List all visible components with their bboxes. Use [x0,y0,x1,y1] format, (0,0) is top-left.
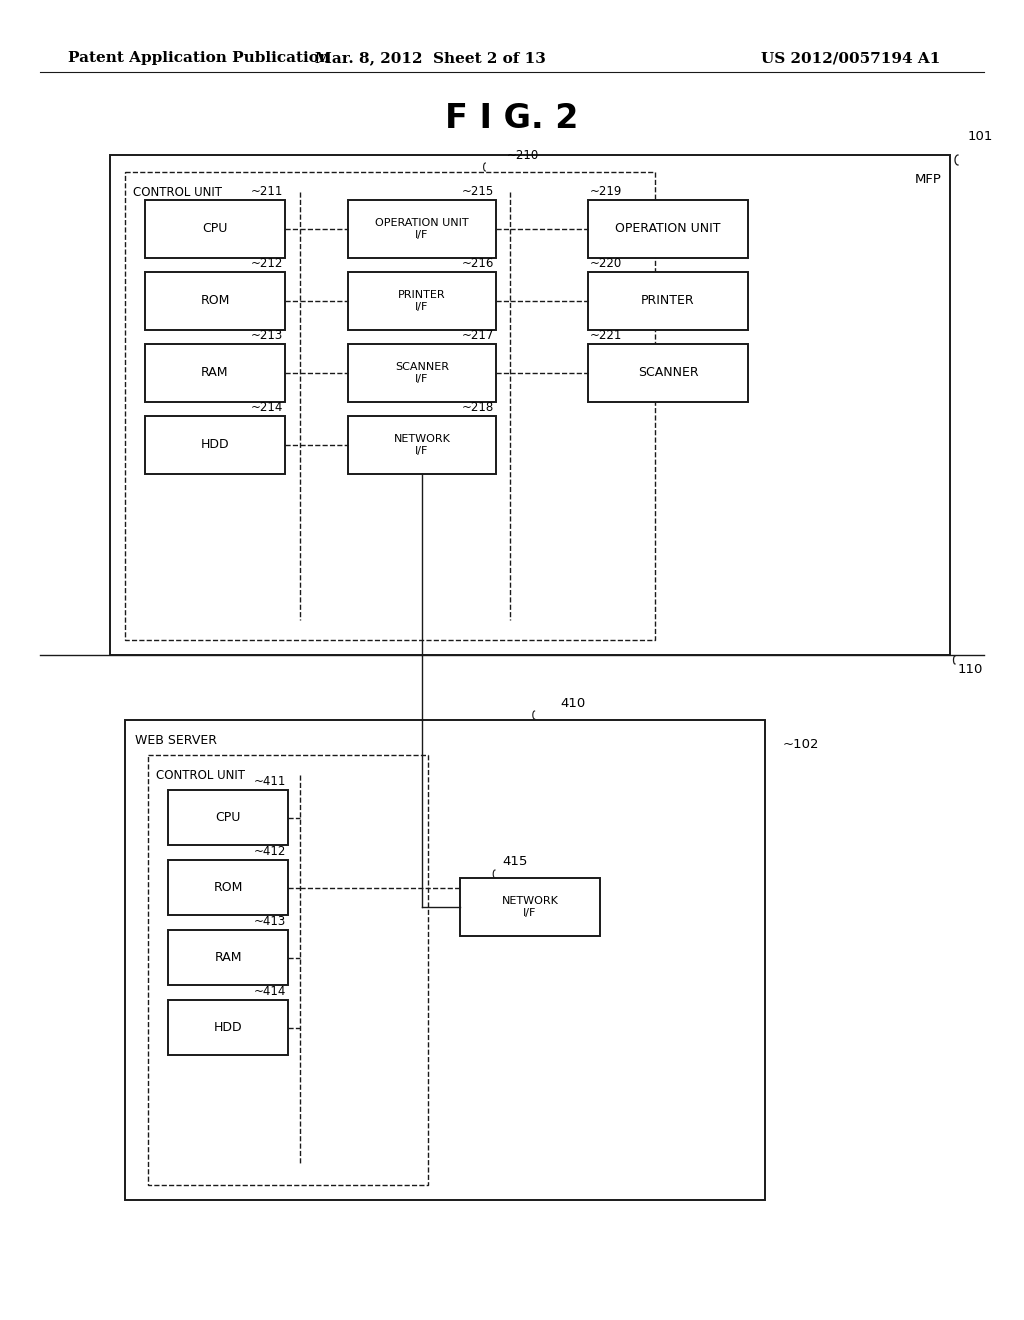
Bar [588,345,748,403]
Text: ~221: ~221 [590,329,623,342]
Text: ~219: ~219 [590,185,623,198]
Text: ROM: ROM [213,880,243,894]
Text: F I G. 2: F I G. 2 [445,102,579,135]
Bar [125,719,765,1200]
Text: ~220: ~220 [590,257,623,271]
Text: ~213: ~213 [251,329,283,342]
Bar [168,789,288,845]
Text: CPU: CPU [215,810,241,824]
Text: NETWORK
I/F: NETWORK I/F [393,434,451,455]
Bar [168,1001,288,1055]
Bar [588,272,748,330]
Text: ~216: ~216 [462,257,494,271]
Text: Mar. 8, 2012  Sheet 2 of 13: Mar. 8, 2012 Sheet 2 of 13 [314,51,546,65]
Text: HDD: HDD [201,438,229,451]
Text: ~218: ~218 [462,401,494,414]
Bar [588,201,748,257]
Bar [348,416,496,474]
Text: CPU: CPU [203,223,227,235]
Text: ~412: ~412 [254,845,286,858]
Text: WEB SERVER: WEB SERVER [135,734,217,747]
Text: ~212: ~212 [251,257,283,271]
Text: MFP: MFP [915,173,942,186]
Text: 101: 101 [968,129,993,143]
Text: SCANNER: SCANNER [638,367,698,380]
Text: US 2012/0057194 A1: US 2012/0057194 A1 [761,51,940,65]
Text: ~413: ~413 [254,915,286,928]
Bar [168,931,288,985]
Text: ~211: ~211 [251,185,283,198]
Text: RAM: RAM [214,950,242,964]
Bar [348,272,496,330]
Bar [348,345,496,403]
Bar [125,172,655,640]
Text: ~414: ~414 [254,985,286,998]
Text: ~215: ~215 [462,185,494,198]
Bar [145,272,285,330]
Bar [110,154,950,655]
Text: PRINTER: PRINTER [641,294,695,308]
Text: RAM: RAM [202,367,228,380]
Text: ~102: ~102 [783,738,819,751]
Bar [145,416,285,474]
Text: ~214: ~214 [251,401,283,414]
Text: ~411: ~411 [254,775,286,788]
Bar [145,201,285,257]
Text: ROM: ROM [201,294,229,308]
Text: SCANNER
I/F: SCANNER I/F [395,362,449,384]
Text: OPERATION UNIT
I/F: OPERATION UNIT I/F [375,218,469,240]
Text: 410: 410 [560,697,586,710]
Text: 415: 415 [502,855,527,869]
Text: ~210: ~210 [507,149,539,162]
Bar [148,755,428,1185]
Bar [168,861,288,915]
Text: Patent Application Publication: Patent Application Publication [68,51,330,65]
Text: OPERATION UNIT: OPERATION UNIT [615,223,721,235]
Text: CONTROL UNIT: CONTROL UNIT [156,770,245,781]
Bar [348,201,496,257]
Text: CONTROL UNIT: CONTROL UNIT [133,186,222,199]
Text: NETWORK
I/F: NETWORK I/F [502,896,558,917]
Text: HDD: HDD [214,1020,243,1034]
Text: 110: 110 [958,663,983,676]
Text: PRINTER
I/F: PRINTER I/F [398,290,445,312]
Bar [460,878,600,936]
Text: ~217: ~217 [462,329,494,342]
Bar [145,345,285,403]
